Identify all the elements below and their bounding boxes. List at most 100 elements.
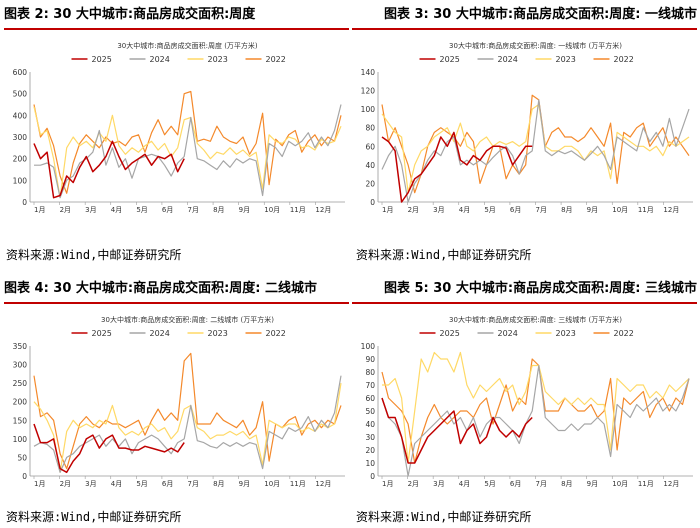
legend-label-2024: 2024	[498, 329, 518, 338]
x-tick-label: 8月	[213, 206, 224, 214]
x-tick-label: 2月	[60, 480, 71, 488]
y-tick-label: 0	[22, 198, 27, 207]
x-tick-label: 9月	[587, 206, 598, 214]
series-line-2025	[33, 140, 185, 199]
y-tick-label: 300	[13, 133, 28, 142]
series-line-2023	[33, 383, 342, 473]
title-rule	[352, 28, 697, 30]
y-tick-label: 120	[361, 87, 376, 96]
x-tick-label: 8月	[561, 206, 572, 214]
series-line-2022	[381, 94, 690, 194]
y-tick-label: 350	[13, 342, 28, 351]
y-tick-label: 100	[13, 435, 28, 444]
y-tick-label: 40	[365, 420, 375, 429]
series-line-2023	[33, 106, 342, 199]
legend-label-2025: 2025	[92, 55, 112, 64]
x-tick-label: 2月	[60, 206, 71, 214]
x-tick-label: 4月	[459, 206, 470, 214]
x-tick-label: 1月	[382, 206, 393, 214]
y-tick-label: 10	[365, 459, 375, 468]
x-tick-label: 12月	[663, 480, 679, 488]
x-tick-label: 2月	[408, 206, 419, 214]
x-tick-label: 3月	[433, 206, 444, 214]
chart-svg: 30大中城市:商品房成交面积:周度 (万平方米) 2025 2024 2023 2022…	[13, 41, 345, 214]
y-tick-label: 20	[365, 179, 375, 188]
source-note: 资料来源:Wind,中邮证券研究所	[356, 248, 532, 262]
legend-label-2023: 2023	[208, 329, 228, 338]
series-line-2024	[381, 364, 690, 477]
panel-title: 图表 3: 30 大中城市:商品房成交面积:周度: 一线城市	[383, 7, 697, 22]
legend-label-2024: 2024	[498, 55, 518, 64]
series-line-2022	[33, 90, 342, 194]
series-line-2025	[381, 397, 533, 464]
title-rule	[4, 302, 349, 304]
y-tick-label: 0	[370, 472, 375, 481]
legend-label-2023: 2023	[208, 55, 228, 64]
series-line-2025	[381, 131, 533, 203]
chart-title: 30大中城市:商品房成交面积:周度: 二线城市 (万平方米)	[101, 315, 274, 324]
x-tick-label: 9月	[239, 206, 250, 214]
y-tick-label: 500	[13, 90, 28, 99]
y-tick-label: 250	[13, 379, 28, 388]
y-tick-label: 0	[22, 472, 27, 481]
chart-title: 30大中城市:商品房成交面积:周度: 三线城市 (万平方米)	[449, 315, 622, 324]
x-tick-label: 8月	[213, 480, 224, 488]
panel-title: 图表 2: 30 大中城市:商品房成交面积:周度	[4, 7, 256, 22]
y-tick-label: 100	[361, 105, 376, 114]
x-tick-label: 10月	[612, 206, 628, 214]
x-tick-label: 5月	[136, 206, 147, 214]
source-note: 资料来源:Wind,中邮证券研究所	[6, 248, 182, 262]
y-tick-label: 140	[361, 68, 376, 77]
panel-title: 图表 4: 30 大中城市:商品房成交面积:周度: 二线城市	[4, 281, 318, 296]
y-tick-label: 200	[13, 398, 28, 407]
legend-label-2025: 2025	[440, 329, 460, 338]
chart-svg: 30大中城市:商品房成交面积:周度: 二线城市 (万平方米) 2025 2024 20…	[13, 315, 345, 488]
source-note: 资料来源:Wind,中邮证券研究所	[6, 510, 182, 524]
x-tick-label: 11月	[638, 480, 654, 488]
panel-title: 图表 5: 30 大中城市:商品房成交面积:周度: 三线城市	[383, 281, 697, 296]
chart-title: 30大中城市:商品房成交面积:周度: 一线城市 (万平方米)	[449, 41, 622, 50]
x-tick-label: 9月	[587, 480, 598, 488]
series-line-2024	[33, 375, 342, 473]
y-tick-label: 400	[13, 111, 28, 120]
x-tick-label: 3月	[85, 206, 96, 214]
y-tick-label: 60	[365, 142, 375, 151]
series-line-2022	[33, 352, 342, 470]
x-tick-label: 2月	[408, 480, 419, 488]
chart-title: 30大中城市:商品房成交面积:周度 (万平方米)	[117, 41, 258, 50]
legend-label-2022: 2022	[614, 55, 634, 64]
y-tick-label: 50	[365, 407, 375, 416]
y-tick-label: 600	[13, 68, 28, 77]
series-line-2023	[382, 351, 690, 464]
y-tick-label: 150	[13, 416, 28, 425]
legend-label-2023: 2023	[556, 55, 576, 64]
x-tick-label: 5月	[484, 206, 495, 214]
legend-label-2024: 2024	[150, 55, 170, 64]
x-tick-label: 10月	[264, 206, 280, 214]
x-tick-label: 5月	[136, 480, 147, 488]
title-rule	[4, 28, 349, 30]
x-tick-label: 5月	[484, 480, 495, 488]
x-tick-label: 11月	[638, 206, 654, 214]
x-tick-label: 3月	[85, 480, 96, 488]
y-tick-label: 70	[365, 381, 375, 390]
x-tick-label: 6月	[510, 480, 521, 488]
y-tick-label: 80	[365, 124, 375, 133]
x-tick-label: 12月	[315, 480, 331, 488]
legend-label-2023: 2023	[556, 329, 576, 338]
legend-label-2022: 2022	[614, 329, 634, 338]
title-rule	[352, 302, 697, 304]
x-tick-label: 10月	[264, 480, 280, 488]
y-tick-label: 50	[17, 453, 27, 462]
y-tick-label: 90	[365, 355, 375, 364]
y-tick-label: 100	[13, 176, 28, 185]
x-tick-label: 4月	[111, 480, 122, 488]
x-tick-label: 8月	[561, 480, 572, 488]
y-tick-label: 30	[365, 433, 375, 442]
legend-label-2022: 2022	[266, 329, 286, 338]
x-tick-label: 1月	[382, 480, 393, 488]
legend-label-2025: 2025	[92, 329, 112, 338]
y-tick-label: 200	[13, 155, 28, 164]
x-tick-label: 10月	[612, 480, 628, 488]
x-tick-label: 11月	[290, 206, 306, 214]
